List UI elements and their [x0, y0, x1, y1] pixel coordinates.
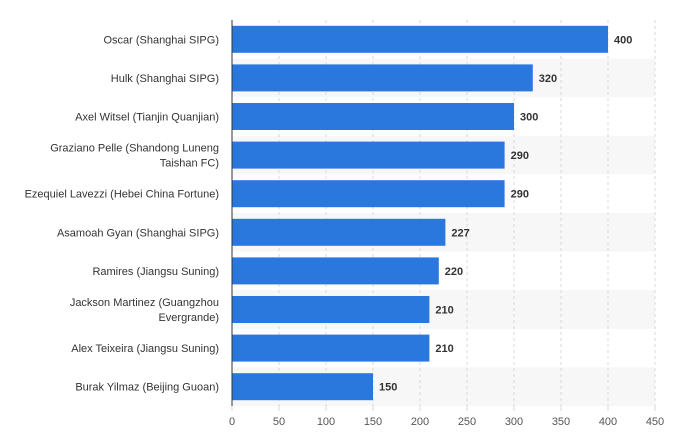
data-label: 320 [539, 73, 557, 85]
category-label-line: Asamoah Gyan (Shanghai SIPG) [57, 227, 219, 239]
category-label-line: Taishan FC) [160, 158, 219, 170]
category-label-line: Jackson Martinez (Guangzhou [70, 297, 219, 309]
bar [232, 103, 514, 130]
data-label: 400 [614, 34, 632, 46]
x-tick-label: 350 [552, 416, 570, 428]
data-label: 227 [451, 227, 469, 239]
category-label: Hulk (Shanghai SIPG) [111, 73, 219, 85]
category-label: Ramires (Jiangsu Suning) [92, 266, 219, 278]
data-label: 290 [511, 189, 529, 201]
data-label: 210 [435, 343, 453, 355]
data-label: 150 [379, 382, 397, 394]
bar [232, 141, 505, 169]
category-label-line: Ezequiel Lavezzi (Hebei China Fortune) [25, 189, 219, 201]
bar [232, 180, 505, 208]
x-tick-label: 250 [458, 416, 476, 428]
category-label-line: Alex Teixeira (Jiangsu Suning) [71, 343, 219, 355]
x-tick-label: 400 [599, 416, 617, 428]
bar [232, 218, 446, 246]
category-label: Axel Witsel (Tianjin Quanjian) [75, 112, 219, 124]
category-label: Burak Yilmaz (Beijing Guoan) [75, 382, 219, 394]
category-label: Jackson Martinez (Guangzhou Evergrande) [70, 297, 219, 324]
data-label: 210 [435, 305, 453, 317]
bar [232, 25, 608, 53]
category-label: Graziano Pelle (Shandong Luneng Taishan F… [50, 143, 219, 170]
data-label: 290 [511, 150, 529, 162]
data-label: 220 [445, 266, 463, 278]
bar [232, 296, 430, 323]
category-label: Alex Teixeira (Jiangsu Suning) [71, 343, 219, 355]
category-label: Asamoah Gyan (Shanghai SIPG) [57, 227, 219, 239]
category-label: Ezequiel Lavezzi (Hebei China Fortune) [25, 189, 219, 201]
x-tick-labels: 0 50 100 150 200 250 300 350 400 450 [229, 416, 664, 428]
category-label-line: Axel Witsel (Tianjin Quanjian) [75, 112, 219, 124]
category-label-line: Burak Yilmaz (Beijing Guoan) [75, 382, 219, 394]
x-tick-label: 450 [646, 416, 664, 428]
x-tick-label: 150 [364, 416, 382, 428]
category-labels: Oscar (Shanghai SIPG) Hulk (Shanghai SIPG… [25, 34, 219, 393]
bar [232, 257, 439, 285]
x-gridlines [231, 20, 656, 411]
value-labels: 400 320 300 290 290 227 220 210 210 150 [379, 34, 632, 393]
category-label-line: Evergrande) [158, 312, 219, 324]
bar [232, 334, 430, 362]
category-label-line: Ramires (Jiangsu Suning) [92, 266, 219, 278]
category-label-line: Graziano Pelle (Shandong Luneng [50, 143, 219, 155]
x-tick-label: 200 [411, 416, 429, 428]
x-tick-label: 300 [505, 416, 523, 428]
bars [232, 25, 608, 401]
category-label: Oscar (Shanghai SIPG) [103, 34, 219, 46]
category-label-line: Oscar (Shanghai SIPG) [103, 34, 219, 46]
data-label: 300 [520, 112, 538, 124]
x-tick-label: 50 [273, 416, 285, 428]
category-label-line: Hulk (Shanghai SIPG) [111, 73, 219, 85]
bar [232, 64, 533, 92]
x-tick-label: 0 [229, 416, 235, 428]
x-tick-label: 100 [317, 416, 335, 428]
bar [232, 373, 373, 401]
